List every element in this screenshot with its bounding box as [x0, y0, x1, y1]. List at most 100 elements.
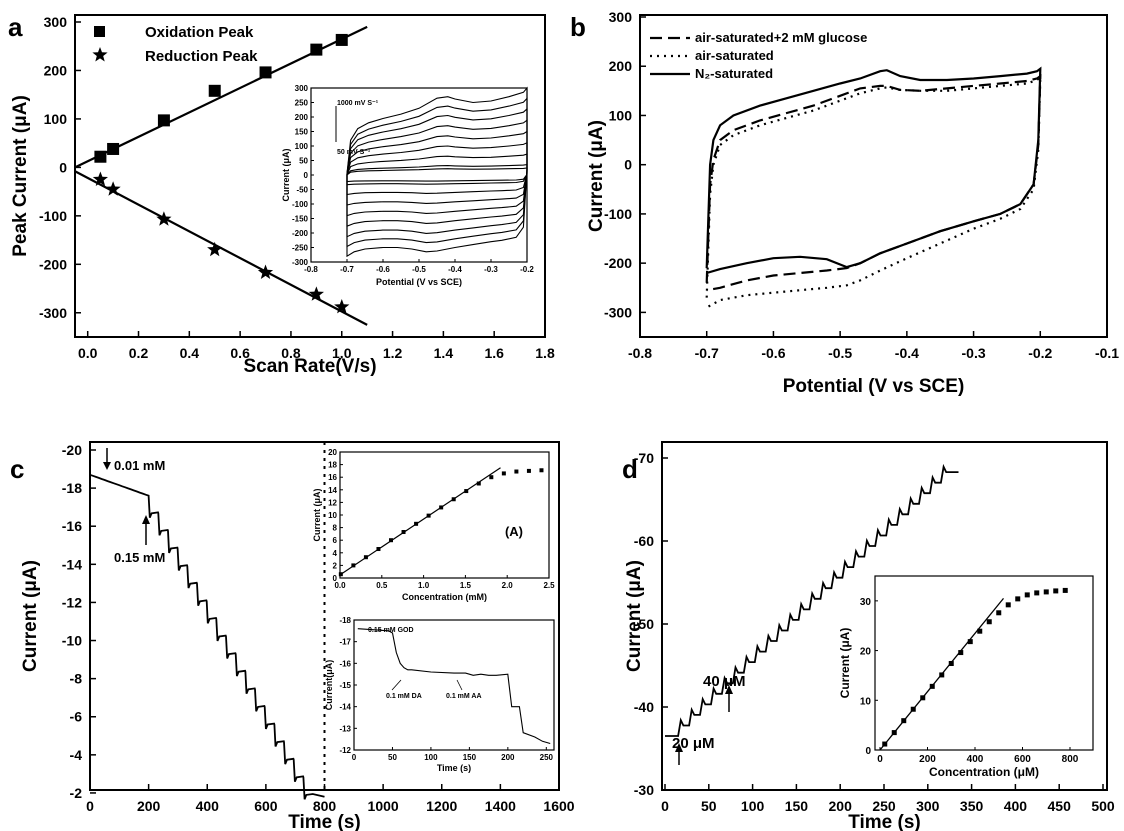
inset-d-point: [1024, 592, 1030, 598]
panel-b-y-tick-label: 300: [609, 9, 633, 25]
inset-c-a-point: [351, 563, 356, 568]
panel-d-x-tick-label: 350: [960, 798, 984, 814]
inset-d-point: [939, 672, 945, 678]
panel-c-current-trace: [89, 473, 325, 800]
inset-d-y-tick-label: 20: [860, 647, 872, 658]
panel-c-y-tick-label: -20: [62, 442, 82, 458]
inset-a-x-tick-label: -0.3: [484, 265, 498, 274]
inset-a-frame: [310, 87, 528, 263]
panel-c-x-tick-label: 1200: [426, 798, 457, 814]
panel-d-y-tick-label: -30: [634, 782, 654, 798]
inset-c-a-y-tick-label: 16: [328, 473, 337, 482]
panel-b-curve-dashed: [705, 73, 1042, 292]
inset-a-x-tick-label: -0.4: [448, 265, 462, 274]
inset-c-a-y-tick-label: 12: [328, 498, 337, 507]
panel-c-x-tick-label: 200: [137, 798, 161, 814]
inset-c-a-x-tick-label: 0.5: [376, 581, 388, 590]
inset-d-point: [948, 660, 954, 666]
inset-a-x-tick-label: -0.2: [520, 265, 534, 274]
inset-c-a-y-tick-label: 0: [333, 574, 338, 583]
inset-a-x-tick-label: -0.5: [412, 265, 426, 274]
panel-d-x-tick-label: 500: [1091, 798, 1115, 814]
inset-a-annotation-50: 50 mV S⁻¹: [337, 149, 371, 156]
inset-d-point: [891, 730, 897, 736]
panel-b-y-axis-label: Current (μA): [586, 120, 607, 232]
inset-a-y-tick-label: -150: [292, 215, 309, 224]
inset-d-point: [1015, 596, 1021, 602]
inset-d-x-tick-label: 600: [1014, 754, 1031, 765]
panel-c-x-tick-label: 1400: [485, 798, 516, 814]
panel-c-x-tick-label: 400: [196, 798, 220, 814]
panel-a-x-tick-label: 0.8: [281, 345, 301, 361]
panel-b-curve-solid: [705, 66, 1042, 275]
panel-a-y-tick-label: 300: [44, 14, 68, 30]
inset-c-a-x-tick-label: 1.0: [418, 581, 430, 590]
inset-c-b-y-tick-label: -17: [339, 638, 351, 647]
inset-c-a-point: [401, 530, 406, 535]
panel-letter-d: d: [622, 454, 638, 484]
panel-letter-a: a: [8, 12, 23, 42]
panel-d-x-tick-label: 250: [872, 798, 896, 814]
oxidation-point: [310, 43, 323, 56]
panel-c-arrowhead-001: [103, 462, 111, 470]
inset-d-point: [1053, 588, 1059, 594]
panel-d-x-tick-label: 100: [741, 798, 765, 814]
panel-b-y-tick-label: 100: [609, 107, 633, 123]
inset-a-x-axis-label: Potential (V vs SCE): [376, 277, 462, 287]
panel-b-y-tick-label: -100: [604, 206, 632, 222]
panel-b-x-tick-label: -0.5: [828, 345, 852, 361]
inset-c-a-point: [464, 489, 469, 494]
panel-a-x-tick-label: 1.6: [484, 345, 504, 361]
panel-d-annotation-40: 40 μM: [703, 673, 746, 690]
panel-b-y-tick-label: -200: [604, 255, 632, 271]
panel-c-x-tick-label: 1000: [368, 798, 399, 814]
panel-c-y-tick-label: -4: [70, 747, 83, 763]
oxidation-point: [208, 84, 221, 97]
inset-c-b-y-tick-label: -13: [339, 724, 351, 733]
panel-b-legend-label-dotted: air-saturated: [695, 48, 774, 63]
inset-c-b-x-tick-label: 100: [424, 753, 438, 762]
panel-b-y-tick-label: 0: [624, 157, 632, 173]
inset-c-b-y-tick-label: -18: [339, 616, 351, 625]
panel-c-x-axis-label: Time (s): [288, 812, 361, 831]
panel-c-chart: 0 200 400 600 800 1000 1200 1400 1600-20-18-16-1…: [20, 441, 575, 831]
panel-d-x-axis-label: Time (s): [848, 812, 921, 831]
panel-c-annotation-001: 0.01 mM: [114, 458, 165, 473]
panel-a-x-tick-label: 1.0: [332, 345, 352, 361]
inset-d-point: [1034, 590, 1040, 596]
legend-square-marker: [94, 26, 105, 37]
panel-d-chart: 0 50 100 150 200 250 300 350 400 450 500-70-60-50-…: [624, 441, 1115, 831]
panel-c-y-tick-label: -12: [62, 594, 82, 610]
oxidation-point: [107, 142, 120, 155]
panel-a-x-tick-label: 0.2: [129, 345, 149, 361]
inset-c-a-y-tick-label: 6: [333, 536, 338, 545]
panel-a-x-tick-label: 0.4: [180, 345, 200, 361]
panel-d-x-tick-label: 400: [1004, 798, 1028, 814]
reduction-point: [308, 286, 324, 301]
panel-a-y-tick-label: 0: [59, 159, 67, 175]
inset-c-b-x-tick-label: 0: [352, 753, 357, 762]
panel-c-arrowhead-015: [142, 515, 150, 524]
inset-c-a-y-tick-label: 18: [328, 461, 337, 470]
inset-c-a-point: [526, 468, 531, 473]
inset-c-b-x-tick-label: 150: [463, 753, 477, 762]
inset-d-y-tick-label: 10: [860, 696, 872, 707]
inset-d-x-tick-label: 400: [967, 754, 984, 765]
inset-d-point: [1005, 602, 1011, 608]
reduction-point: [156, 211, 172, 226]
inset-d-x-axis-label: Concentration (μM): [929, 765, 1039, 779]
inset-c-b-annotation-da: 0.1 mM DA: [386, 693, 422, 700]
reduction-point: [207, 241, 223, 257]
panel-b-x-tick-label: -0.6: [761, 345, 785, 361]
inset-c-a-point: [414, 521, 419, 526]
inset-d-point: [958, 650, 964, 656]
inset-a-y-tick-label: -50: [296, 186, 308, 195]
inset-d-point: [1043, 589, 1049, 595]
panel-d-x-tick-label: 50: [701, 798, 717, 814]
inset-c-a-point: [338, 572, 343, 577]
panel-b-curve-dotted: [705, 74, 1042, 309]
panel-c-y-tick-label: -10: [62, 633, 82, 649]
inset-a-y-tick-label: 300: [295, 84, 309, 93]
inset-c-a-y-tick-label: 2: [333, 561, 338, 570]
